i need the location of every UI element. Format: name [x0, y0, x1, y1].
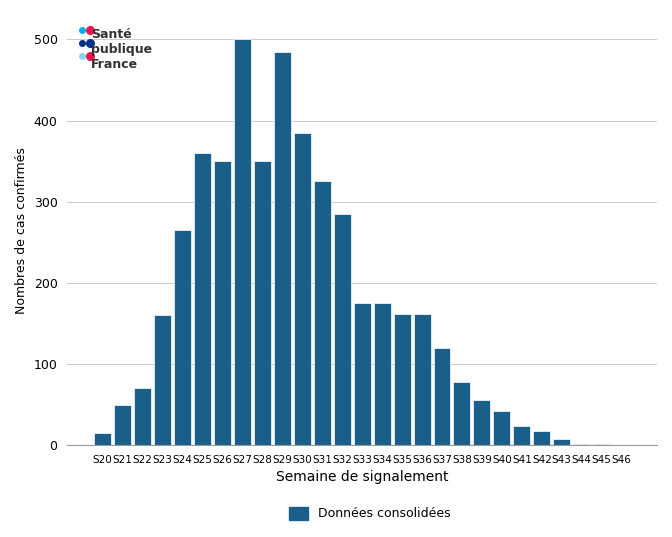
- Bar: [454, 382, 470, 445]
- Bar: [314, 182, 331, 445]
- Bar: [394, 314, 411, 445]
- Bar: [413, 314, 431, 445]
- Bar: [174, 230, 191, 445]
- Bar: [493, 411, 511, 445]
- Bar: [534, 431, 550, 445]
- Bar: [374, 303, 390, 445]
- Bar: [334, 214, 351, 445]
- Bar: [234, 39, 251, 445]
- Bar: [254, 161, 271, 445]
- X-axis label: Semaine de signalement: Semaine de signalement: [276, 470, 448, 484]
- Bar: [134, 388, 151, 445]
- Bar: [294, 133, 310, 445]
- Y-axis label: Nombres de cas confirmés: Nombres de cas confirmés: [15, 147, 28, 314]
- Bar: [194, 153, 211, 445]
- Text: Santé
publique
France: Santé publique France: [91, 28, 152, 71]
- Bar: [513, 426, 530, 445]
- Bar: [433, 348, 450, 445]
- Legend: Données consolidées: Données consolidées: [284, 502, 456, 525]
- Bar: [553, 439, 571, 445]
- Bar: [474, 401, 491, 445]
- Bar: [573, 444, 590, 445]
- Bar: [353, 303, 371, 445]
- Bar: [274, 52, 291, 445]
- Bar: [94, 433, 111, 445]
- Bar: [114, 404, 131, 445]
- Bar: [593, 444, 610, 445]
- Bar: [154, 315, 171, 445]
- Bar: [214, 161, 231, 445]
